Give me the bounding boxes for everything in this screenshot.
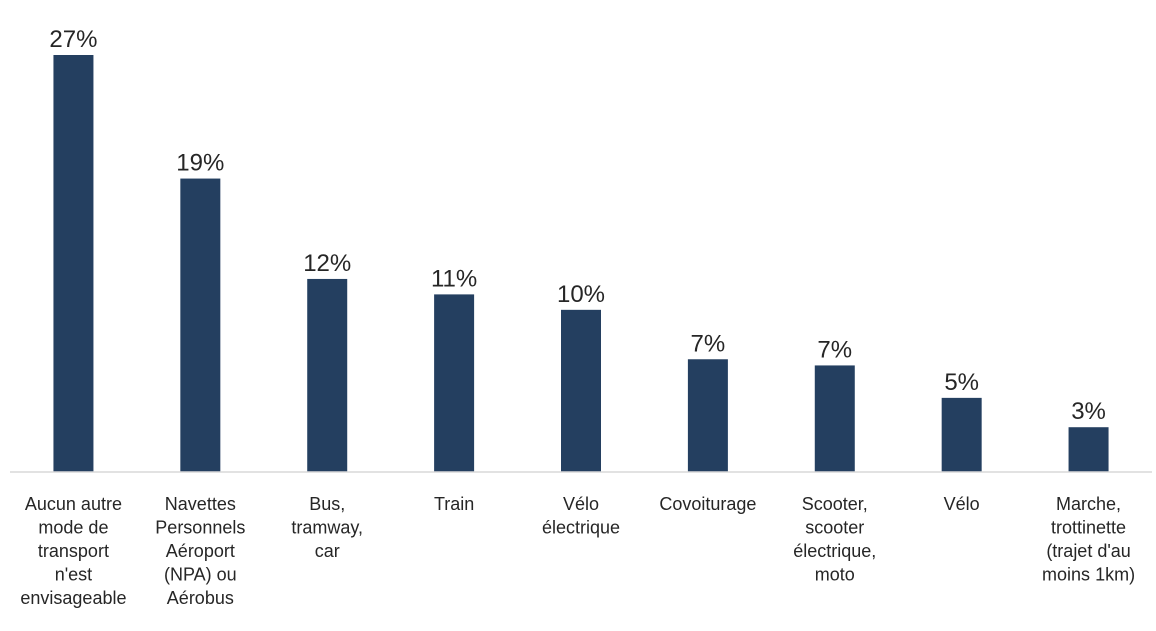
category-label-2: Navettes Personnels Aéroport (NPA) ou Aérobu… <box>155 494 245 608</box>
bar-7 <box>814 365 855 472</box>
category-label-line: mode de <box>38 518 108 538</box>
category-label-line: Covoiturage <box>659 494 756 514</box>
category-label-line: Marche, <box>1056 494 1121 514</box>
data-label-3: 12% <box>303 250 351 277</box>
data-label-5: 10% <box>557 281 605 308</box>
category-label-line: tramway, <box>291 518 363 538</box>
category-label-1: Aucun autre mode de transport n'est envisage… <box>20 494 126 608</box>
category-label-line: transport <box>38 541 109 561</box>
category-label-line: Bus, <box>309 494 345 514</box>
bar-9 <box>1068 427 1109 472</box>
bars-layer <box>53 55 1109 473</box>
category-label-line: Train <box>434 494 474 514</box>
bar-8 <box>941 397 982 472</box>
data-label-6: 7% <box>691 330 726 357</box>
category-label-7: Scooter, scooter électrique, moto <box>793 494 876 585</box>
category-label-line: trottinette <box>1051 518 1126 538</box>
bar-2 <box>180 178 221 473</box>
category-label-line: envisageable <box>20 588 126 608</box>
bar-3 <box>307 278 348 472</box>
category-label-9: Marche, trottinette (trajet d'au moins 1km) <box>1042 494 1135 585</box>
bar-5 <box>561 309 601 472</box>
category-label-line: Aérobus <box>167 588 234 608</box>
category-label-8: Vélo <box>944 494 980 514</box>
data-label-8: 5% <box>944 369 979 396</box>
category-label-line: Aéroport <box>166 541 235 561</box>
data-label-7: 7% <box>817 336 852 363</box>
category-label-line: (trajet d'au <box>1046 541 1130 561</box>
category-label-line: moto <box>815 565 855 585</box>
category-label-line: Scooter, <box>802 494 868 514</box>
category-label-5: Vélo électrique <box>542 494 620 538</box>
category-label-line: Vélo <box>563 494 599 514</box>
category-label-line: car <box>315 541 340 561</box>
category-label-line: Personnels <box>155 518 245 538</box>
category-label-line: électrique, <box>793 541 876 561</box>
category-label-line: Navettes <box>165 494 236 514</box>
category-label-line: Vélo <box>944 494 980 514</box>
category-label-line: moins 1km) <box>1042 565 1135 585</box>
data-label-2: 19% <box>176 150 224 177</box>
category-label-line: (NPA) ou <box>164 565 237 585</box>
category-label-line: n'est <box>55 565 92 585</box>
data-label-9: 3% <box>1071 398 1106 425</box>
bar-4 <box>434 294 475 472</box>
category-label-line: Aucun autre <box>25 494 122 514</box>
data-label-1: 27% <box>49 26 97 53</box>
category-label-6: Covoiturage <box>659 494 756 514</box>
category-label-line: scooter <box>805 518 864 538</box>
category-label-line: électrique <box>542 518 620 538</box>
data-label-4: 11% <box>431 265 477 292</box>
category-label-4: Train <box>434 494 474 514</box>
category-label-3: Bus, tramway, car <box>291 494 363 561</box>
category-labels-layer: Aucun autre mode de transport n'est envisage… <box>20 494 1135 608</box>
value-labels-layer: 27% 19% 12% 11% 10% 7% 7% 5% 3% <box>49 26 1105 425</box>
bar-1 <box>53 55 94 472</box>
bar-6 <box>687 359 728 472</box>
